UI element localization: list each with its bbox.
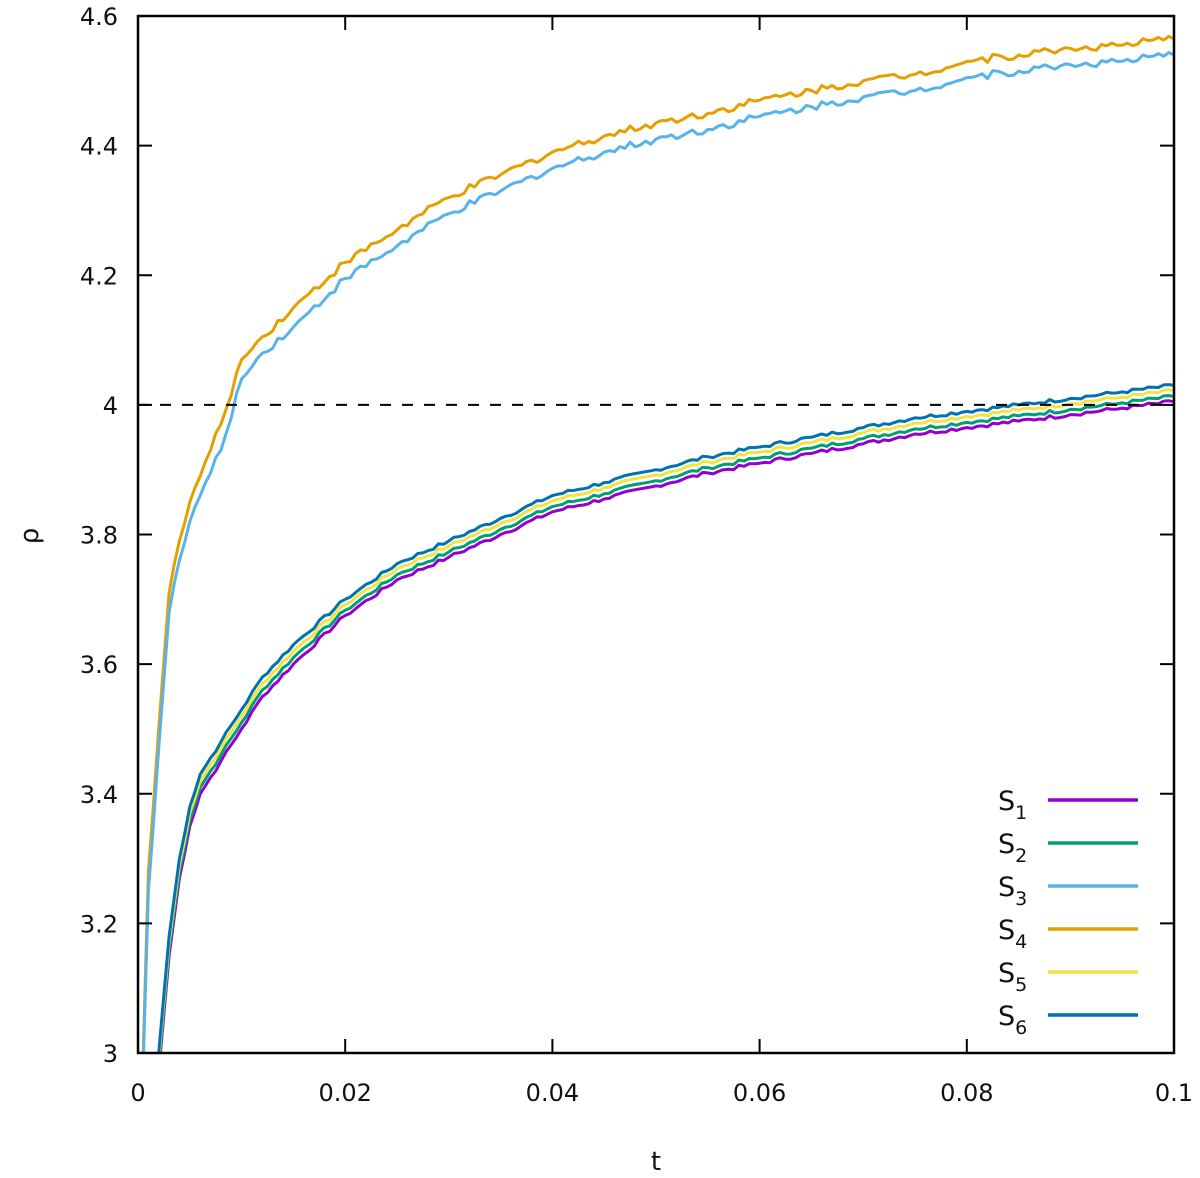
- axis-ticks: [137, 15, 1175, 1054]
- x-axis-label: t: [651, 1147, 661, 1177]
- legend-item-s3: S3: [998, 872, 1138, 910]
- y-tick-label: 4.4: [80, 133, 118, 161]
- y-tick-label: 4.2: [80, 262, 118, 290]
- series-line-s4: [141, 34, 1174, 1053]
- legend-label: S3: [998, 872, 1027, 910]
- legend-item-s5: S5: [998, 958, 1138, 996]
- y-axis-tick-labels: 3 3.2 3.4 3.6 3.8 4 4.2 4.4 4.6: [80, 3, 118, 1068]
- y-tick-label: 4: [103, 392, 118, 420]
- x-tick-label: 0.02: [318, 1079, 371, 1107]
- x-axis-tick-labels: 0 0.02 0.04 0.06 0.08 0.1: [130, 1079, 1193, 1107]
- legend-item-s4: S4: [998, 915, 1138, 953]
- series-line-s6: [157, 383, 1174, 1053]
- legend-item-s1: S1: [998, 786, 1138, 824]
- y-tick-label: 3: [103, 1040, 118, 1068]
- legend-label: S2: [998, 829, 1027, 867]
- legend-item-s6: S6: [998, 1001, 1138, 1039]
- legend-item-s2: S2: [998, 829, 1138, 867]
- y-tick-label: 3.6: [80, 651, 118, 679]
- legend-label: S1: [998, 786, 1027, 824]
- y-tick-label: 3.2: [80, 910, 118, 938]
- series-line-s1: [158, 399, 1174, 1053]
- x-tick-label: 0.06: [733, 1079, 786, 1107]
- series-line-s2: [158, 394, 1174, 1053]
- plot-area: [141, 34, 1174, 1053]
- legend: S1 S2 S3 S4 S5 S6: [998, 786, 1138, 1039]
- y-tick-label: 4.6: [80, 3, 118, 31]
- series-line-s5: [157, 388, 1174, 1053]
- legend-label: S5: [998, 958, 1027, 996]
- x-tick-label: 0.04: [526, 1079, 579, 1107]
- x-tick-label: 0.1: [1155, 1079, 1193, 1107]
- y-tick-label: 3.8: [80, 522, 118, 550]
- legend-label: S4: [998, 915, 1027, 953]
- x-tick-label: 0: [130, 1079, 145, 1107]
- y-axis-label: ρ: [15, 528, 45, 545]
- y-tick-label: 3.4: [80, 781, 118, 809]
- legend-label: S6: [998, 1001, 1027, 1039]
- x-tick-label: 0.08: [940, 1079, 993, 1107]
- series-line-s3: [142, 51, 1174, 1053]
